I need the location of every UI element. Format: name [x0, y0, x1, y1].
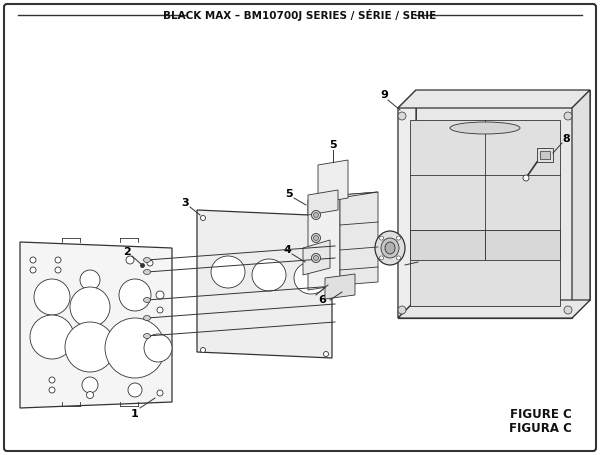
Text: 6: 6 [318, 295, 326, 305]
Ellipse shape [143, 258, 151, 263]
Ellipse shape [157, 307, 163, 313]
Ellipse shape [143, 269, 151, 274]
Ellipse shape [311, 253, 320, 263]
Ellipse shape [30, 257, 36, 263]
Ellipse shape [385, 242, 395, 254]
Polygon shape [398, 90, 416, 318]
Ellipse shape [564, 306, 572, 314]
Ellipse shape [323, 217, 329, 222]
Ellipse shape [143, 315, 151, 320]
Ellipse shape [314, 256, 319, 261]
Ellipse shape [157, 390, 163, 396]
Ellipse shape [375, 231, 405, 265]
Ellipse shape [380, 236, 383, 240]
Polygon shape [340, 192, 378, 285]
Ellipse shape [564, 112, 572, 120]
Polygon shape [485, 230, 560, 260]
Polygon shape [325, 274, 355, 299]
Ellipse shape [252, 259, 286, 291]
Ellipse shape [398, 306, 406, 314]
Ellipse shape [147, 260, 153, 266]
Ellipse shape [397, 256, 400, 260]
Polygon shape [197, 210, 332, 358]
Polygon shape [410, 230, 485, 260]
Ellipse shape [314, 212, 319, 217]
Ellipse shape [143, 298, 151, 303]
Text: 1: 1 [131, 409, 139, 419]
Ellipse shape [450, 122, 520, 134]
Text: 8: 8 [562, 134, 570, 144]
Ellipse shape [200, 216, 205, 221]
Polygon shape [398, 90, 590, 108]
Ellipse shape [294, 262, 328, 294]
Ellipse shape [65, 322, 115, 372]
Ellipse shape [34, 279, 70, 315]
Text: 3: 3 [181, 198, 189, 208]
Text: FIGURE C: FIGURE C [510, 409, 572, 421]
Ellipse shape [70, 287, 110, 327]
Ellipse shape [143, 334, 151, 339]
Ellipse shape [381, 238, 399, 258]
Ellipse shape [398, 112, 406, 120]
Ellipse shape [80, 270, 100, 290]
Polygon shape [416, 90, 590, 300]
Text: 5: 5 [329, 140, 337, 150]
Ellipse shape [311, 233, 320, 243]
Ellipse shape [211, 256, 245, 288]
Polygon shape [410, 120, 560, 306]
Ellipse shape [126, 256, 134, 264]
Ellipse shape [30, 315, 74, 359]
Text: 5: 5 [285, 189, 293, 199]
Polygon shape [537, 148, 553, 162]
Polygon shape [572, 90, 590, 318]
Polygon shape [318, 160, 348, 203]
Polygon shape [398, 300, 590, 318]
Polygon shape [308, 195, 340, 290]
Ellipse shape [323, 352, 329, 357]
Ellipse shape [105, 318, 165, 378]
Ellipse shape [200, 348, 205, 353]
Text: BLACK MAX – BM10700J SERIES / SÉRIE / SERIE: BLACK MAX – BM10700J SERIES / SÉRIE / SE… [163, 9, 437, 21]
Text: 2: 2 [123, 247, 131, 257]
Text: 4: 4 [283, 245, 291, 255]
Ellipse shape [30, 267, 36, 273]
Ellipse shape [49, 377, 55, 383]
Ellipse shape [380, 256, 383, 260]
Polygon shape [540, 151, 550, 159]
Ellipse shape [523, 175, 529, 181]
Ellipse shape [311, 211, 320, 219]
Polygon shape [308, 192, 378, 200]
Ellipse shape [397, 236, 400, 240]
Text: FIGURA C: FIGURA C [509, 421, 572, 435]
Text: 7: 7 [420, 255, 428, 265]
Ellipse shape [55, 267, 61, 273]
Ellipse shape [314, 236, 319, 241]
FancyBboxPatch shape [4, 4, 596, 451]
Ellipse shape [49, 387, 55, 393]
Ellipse shape [119, 279, 151, 311]
Ellipse shape [82, 377, 98, 393]
Polygon shape [20, 242, 172, 408]
Polygon shape [303, 240, 330, 275]
Polygon shape [398, 108, 572, 318]
Ellipse shape [156, 291, 164, 299]
Ellipse shape [144, 334, 172, 362]
Text: 9: 9 [380, 90, 388, 100]
Ellipse shape [55, 257, 61, 263]
Ellipse shape [128, 383, 142, 397]
Ellipse shape [86, 391, 94, 399]
Polygon shape [308, 190, 338, 215]
